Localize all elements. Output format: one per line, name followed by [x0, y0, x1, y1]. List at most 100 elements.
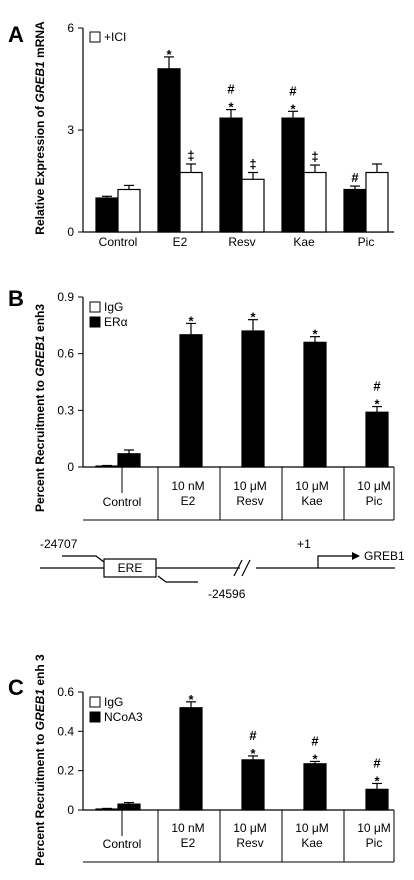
ere-box — [103, 558, 157, 578]
panel-c-bar — [241, 759, 265, 811]
panel-b-category-label: E2 — [181, 494, 196, 508]
panel-c-legend-label: IgG — [104, 695, 123, 709]
panel-b-y-tick-label: 0.9 — [57, 290, 74, 304]
panel-b-y-tick-label: 0 — [67, 460, 74, 474]
panel-a-significance-mark: # — [289, 83, 297, 98]
panel-b-significance-mark: * — [188, 313, 194, 328]
panel-c-y-tick-label: 0 — [67, 803, 74, 817]
panel-a-legend-swatch — [89, 31, 101, 43]
diagram-break-2 — [241, 559, 251, 577]
panel-a-letter: A — [8, 22, 24, 47]
panel-c-bar — [303, 763, 327, 811]
panel-c-category-label: 10 μM — [357, 821, 391, 835]
panel-b-significance-mark: # — [373, 379, 381, 394]
panel-c-category-label: Resv — [236, 836, 263, 850]
ere-label: ERE — [118, 561, 143, 575]
primer-forward-arrow — [62, 555, 105, 563]
gene-label: GREB1 — [364, 549, 405, 563]
panel-a-significance-mark: * — [228, 100, 234, 115]
panel-c-significance-mark: * — [250, 746, 256, 761]
tss-arrowhead — [352, 552, 360, 560]
panel-b-bar — [179, 334, 203, 468]
panel-b-y-axis-label: Percent Recruitment to GREB1 enh3 — [33, 304, 47, 512]
panel-b-legend-label: ERα — [104, 315, 128, 329]
panel-a-bar — [281, 117, 305, 233]
panel-c-category-label: E2 — [181, 836, 196, 850]
panel-b-legend-swatch — [89, 301, 101, 313]
panel-c-significance-mark: * — [188, 692, 194, 707]
tss-arrow — [317, 555, 352, 568]
panel-a-significance-mark: ‡ — [187, 148, 194, 163]
panel-b-category-label: Control — [103, 495, 142, 509]
panel-b-category-label: Resv — [236, 494, 263, 508]
panel-b-category-label: 10 nM — [171, 479, 204, 493]
panel-c-bar — [117, 803, 141, 811]
panel-a-bar — [219, 117, 243, 233]
panel-b-bar — [95, 465, 119, 468]
panel-a-significance-mark: * — [166, 47, 172, 62]
panel-c-category-label: Control — [103, 837, 142, 851]
panel-c-letter: C — [8, 675, 24, 700]
panel-b-bar — [117, 453, 141, 468]
panel-c-significance-mark: # — [249, 728, 257, 743]
panel-c-y-tick-label: 0.4 — [57, 724, 74, 738]
panel-c-bar — [179, 707, 203, 811]
panel-b-significance-mark: * — [250, 310, 256, 325]
panel-b-significance-mark: * — [312, 327, 318, 342]
panel-a-y-tick-label: 3 — [67, 123, 74, 137]
panel-c-significance-mark: * — [374, 773, 380, 788]
panel-c-significance-mark: * — [312, 751, 318, 766]
primer-reverse-label: -24596 — [208, 587, 246, 601]
panel-b-category-label: Pic — [366, 494, 383, 508]
panel-c-legend-swatch — [89, 711, 101, 723]
panel-a-significance-mark: # — [227, 82, 235, 97]
panel-b-legend-swatch — [89, 316, 101, 328]
panel-a-category-label: E2 — [173, 235, 188, 249]
panel-a-bar — [241, 178, 265, 233]
panel-c-category-label: 10 μM — [233, 821, 267, 835]
panel-a-category-label: Kae — [293, 235, 315, 249]
panel-b-letter: B — [8, 286, 24, 311]
panel-c-significance-mark: # — [373, 755, 381, 770]
panel-a-bar — [365, 171, 389, 233]
panel-b-category-label: 10 μM — [295, 479, 329, 493]
panel-a-y-axis-label: Relative Expression of GREB1 mRNA — [33, 21, 47, 235]
panel-a-y-tick-label: 0 — [67, 225, 74, 239]
panel-c-bar — [95, 808, 119, 811]
panel-a-bar — [117, 188, 141, 233]
panel-a-category-label: Resv — [228, 235, 255, 249]
panel-c-y-tick-label: 0.2 — [57, 764, 74, 778]
panel-b-legend-label: IgG — [104, 300, 123, 314]
panel-c-legend-label: NCoA3 — [104, 710, 143, 724]
tss-label: +1 — [297, 537, 311, 551]
panel-b-category-label: 10 μM — [233, 479, 267, 493]
panel-c-category-label: 10 nM — [171, 821, 204, 835]
panel-a-significance-mark: * — [290, 101, 296, 116]
panel-c-y-axis-label: Percent Recruitment to GREB1 enh 3 — [33, 654, 47, 866]
primer-forward-label: -24707 — [40, 537, 78, 551]
panel-a-category-label: Pic — [358, 235, 375, 249]
panel-b-significance-mark: * — [374, 397, 380, 412]
panel-a-bar — [157, 68, 181, 233]
panel-b-bar — [365, 411, 389, 468]
panel-c-category-label: Kae — [301, 836, 323, 850]
panel-c-significance-mark: # — [311, 733, 319, 748]
panel-a-bar — [303, 171, 327, 233]
panel-c-category-label: 10 μM — [295, 821, 329, 835]
panel-a-bar — [179, 171, 203, 233]
panel-c-category-label: Pic — [366, 836, 383, 850]
panel-a-bar — [343, 188, 367, 233]
panel-b-category-label: 10 μM — [357, 479, 391, 493]
panel-c-bar — [365, 788, 389, 811]
diagram-break-1 — [233, 559, 243, 577]
panel-a-significance-mark: ‡ — [311, 149, 318, 164]
panel-b-bar — [241, 330, 265, 468]
panel-a-significance-mark: ‡ — [249, 157, 256, 172]
primer-reverse-arrow — [157, 575, 198, 583]
panel-b-category-label: Kae — [301, 494, 323, 508]
panel-b-y-tick-label: 0.6 — [57, 347, 74, 361]
panel-b-bar — [303, 341, 327, 468]
panel-c-y-tick-label: 0.6 — [57, 685, 74, 699]
panel-a-significance-mark: # — [351, 170, 359, 185]
